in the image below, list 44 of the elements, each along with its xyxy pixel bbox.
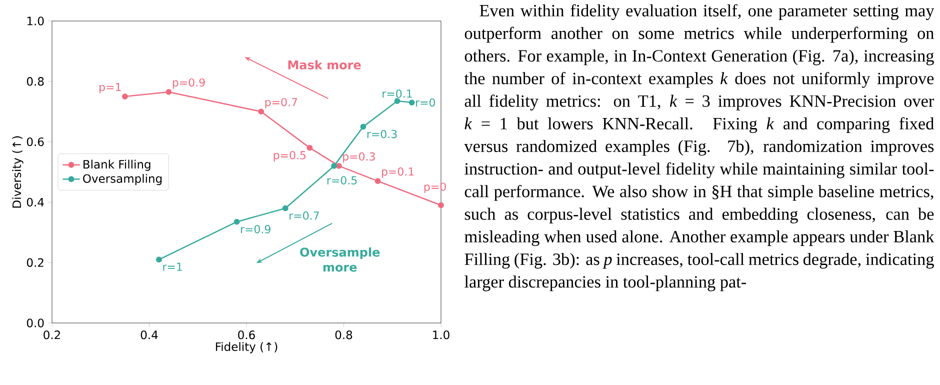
annotation: r=0.9 (240, 225, 270, 234)
y-tick-label: 1.0 (27, 16, 44, 26)
point (258, 108, 264, 115)
x-tick-label: 0.4 (140, 330, 158, 340)
legend-label: Oversampling (83, 174, 162, 186)
point (331, 163, 337, 169)
annotation: r=0.3 (367, 130, 397, 138)
point (374, 178, 381, 184)
point (234, 218, 240, 225)
x-tick-label: 0.6 (238, 330, 255, 340)
annotation: r=0.5 (327, 176, 357, 184)
y-tick-label: 0.8 (26, 77, 44, 86)
point (156, 256, 162, 263)
annotation: Mask more (288, 60, 361, 70)
annotation: p=0.3 (343, 152, 375, 163)
y-axis-title: Diversity (↑) (12, 136, 24, 208)
point (282, 205, 288, 212)
point (394, 98, 400, 104)
point (122, 94, 128, 100)
point (408, 100, 415, 106)
y-tick-label: 0.0 (26, 318, 44, 328)
annotation: p=0.7 (265, 98, 298, 108)
x-tick-label: 0.8 (335, 330, 352, 340)
y-tick-label: 0.4 (26, 198, 44, 207)
annotation: p=1 (100, 82, 121, 94)
annotation: r=0.1 (382, 90, 412, 98)
x-axis-title: Fidelity (↑) (216, 342, 278, 354)
point (360, 124, 366, 130)
x-tick-label: 0.2 (44, 330, 60, 340)
y-tick-label: 0.2 (26, 258, 44, 267)
annotation: p=0.9 (172, 78, 205, 89)
annotation: r=0.7 (290, 211, 319, 220)
point (166, 89, 172, 95)
y-tick-label: 0.6 (26, 137, 44, 146)
annotation: p=0.5 (274, 151, 306, 162)
text: Even within fidelity evaluation itself, one parameter setting may outperform another on some metrics while underperforming on others. For example, in In-Context Generation (Fig. 7a), increasing the number of in-context examples k does not uniformly improve all fidelity metrics: on T1, k = 3 improves KNN-Precision over k = 1 but lowers KNN-Recall. Fixing k and comparing fixed versus randomized examples (Fig. 7b), randomization improves instruction- and output-level fidelity while maintaining similar tool-call performance. We also show in §H that simple baseline metrics, such as corpus-level statistics and embedding closeness, can be misleading when used alone. Another example appears under Blank Filling (Fig. 3b): as p increases, tool-call metrics degrade, indicating larger discrepancies in tool-planning pat- (464, 4, 934, 292)
annotation: r=1 (163, 262, 182, 271)
annotation: r=0 (416, 98, 436, 107)
annotation: Oversample more (300, 247, 380, 272)
point (438, 202, 444, 208)
legend-label: Blank Filling (84, 160, 150, 171)
x-tick-label: 1.0 (433, 330, 450, 340)
annotation: p=0.1 (382, 167, 414, 178)
point (306, 144, 313, 151)
